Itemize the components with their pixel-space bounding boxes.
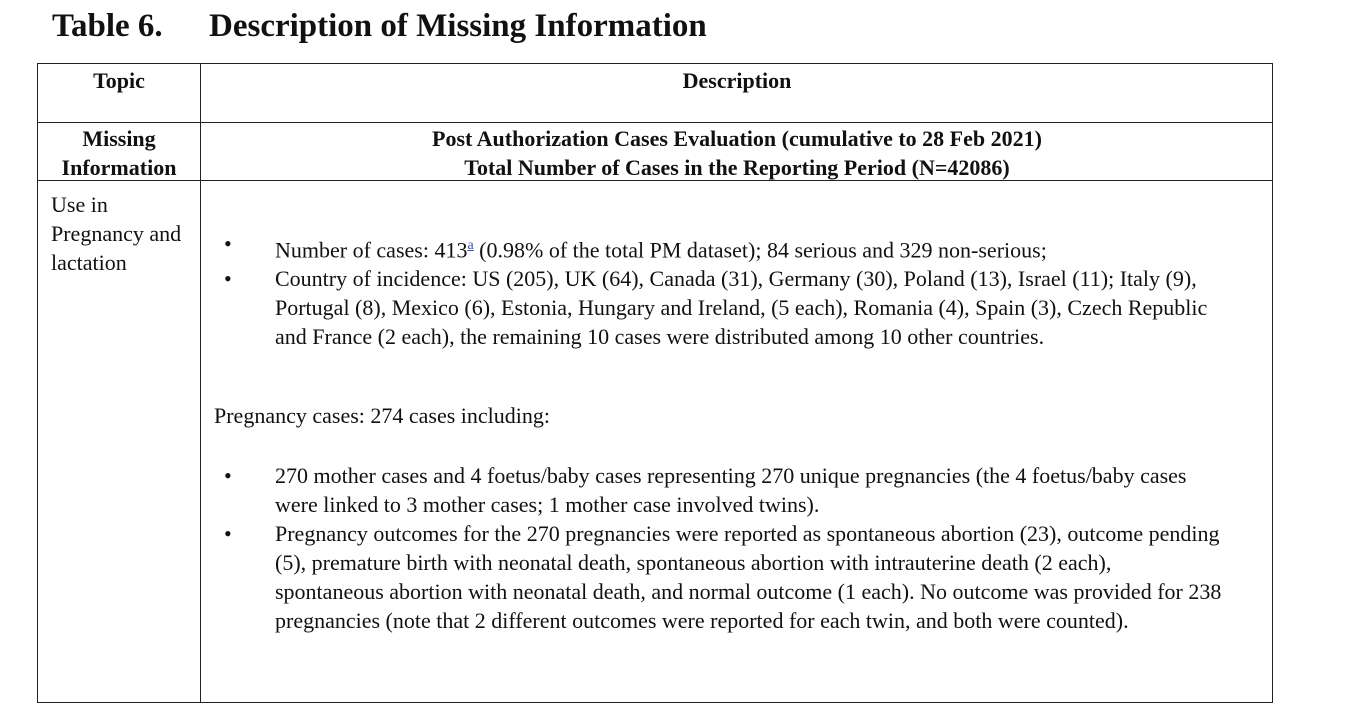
bullet-icon: • — [224, 521, 232, 546]
pregnancy-heading: Pregnancy cases: 274 cases including: — [214, 403, 551, 428]
table-title: Table 6. Description of Missing Informati… — [52, 8, 707, 45]
pregnancy-bullets: • 270 mother cases and 4 foetus/baby case… — [176, 461, 1223, 635]
row-topic: Use in Pregnancy and lactation — [51, 192, 182, 275]
table-caption: Description of Missing Information — [209, 8, 707, 44]
country-text: Country of incidence: US (205), UK (64),… — [275, 266, 1208, 350]
subheader-line-1: Post Authorization Cases Evaluation (cum… — [432, 126, 1042, 151]
bullet-icon: • — [224, 231, 232, 256]
mother-cases-text: 270 mother cases and 4 foetus/baby cases… — [275, 463, 1187, 517]
outcomes-text: Pregnancy outcomes for the 270 pregnanci… — [275, 521, 1222, 633]
header-description: Description — [682, 68, 792, 93]
column-divider — [200, 64, 201, 702]
cases-text: Number of cases: 413 — [275, 237, 468, 263]
country-bullets: • Number of cases: 413a (0.98% of the tot… — [176, 229, 1223, 351]
subheader-topic: Missing Information — [61, 126, 177, 180]
missing-information-table: Topic Description Missing Information Po… — [37, 63, 1273, 703]
subheader-description: Post Authorization Cases Evaluation (cum… — [200, 124, 1274, 182]
subheader-line-2: Total Number of Cases in the Reporting P… — [464, 155, 1010, 180]
row-divider — [38, 122, 1272, 123]
bullet-icon: • — [224, 463, 232, 488]
table-number: Table 6. — [52, 8, 163, 44]
footnote-a-link[interactable]: a — [467, 238, 474, 253]
cases-text-rest: (0.98% of the total PM dataset); 84 seri… — [473, 237, 1047, 263]
header-topic: Topic — [93, 68, 145, 93]
bullet-pregnancy-outcomes: • Pregnancy outcomes for the 270 pregnanc… — [176, 519, 1223, 635]
bullet-icon: • — [224, 266, 232, 292]
bullet-number-of-cases: • Number of cases: 413a (0.98% of the tot… — [176, 229, 1223, 264]
row-divider — [38, 180, 1272, 181]
bullet-mother-cases: • 270 mother cases and 4 foetus/baby case… — [176, 461, 1223, 519]
bullet-country-of-incidence: • Country of incidence: US (205), UK (64)… — [176, 264, 1223, 351]
